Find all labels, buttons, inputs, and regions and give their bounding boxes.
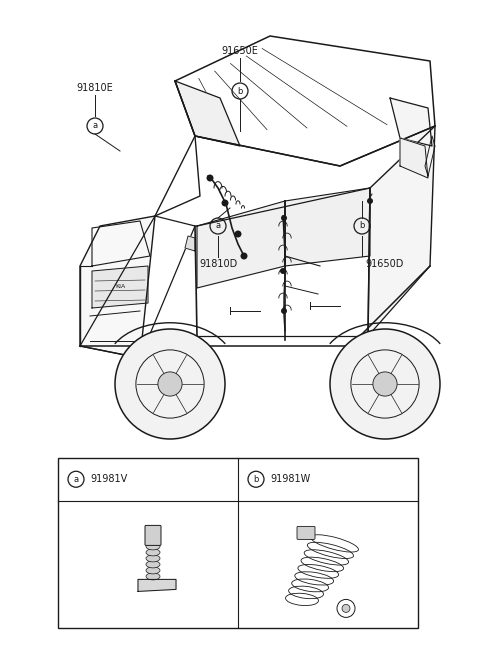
Text: b: b xyxy=(237,87,243,96)
Ellipse shape xyxy=(146,567,160,574)
Polygon shape xyxy=(285,188,370,266)
Polygon shape xyxy=(400,138,428,178)
Text: 91810D: 91810D xyxy=(199,259,237,269)
Text: a: a xyxy=(73,475,79,483)
Polygon shape xyxy=(80,216,155,358)
Text: b: b xyxy=(253,475,259,483)
Text: a: a xyxy=(216,222,221,230)
Ellipse shape xyxy=(146,537,160,544)
Ellipse shape xyxy=(146,561,160,568)
Circle shape xyxy=(373,372,397,396)
Polygon shape xyxy=(368,126,435,336)
FancyBboxPatch shape xyxy=(145,525,161,545)
Bar xyxy=(58,458,418,628)
Circle shape xyxy=(115,329,225,439)
Circle shape xyxy=(221,199,228,207)
Circle shape xyxy=(158,372,182,396)
Circle shape xyxy=(281,215,287,221)
Text: 91650D: 91650D xyxy=(365,259,403,269)
Text: 91981V: 91981V xyxy=(90,474,127,484)
Ellipse shape xyxy=(146,555,160,562)
Circle shape xyxy=(206,174,214,182)
Ellipse shape xyxy=(146,543,160,550)
Text: a: a xyxy=(93,121,97,131)
Polygon shape xyxy=(175,81,240,146)
FancyBboxPatch shape xyxy=(297,526,315,539)
Circle shape xyxy=(367,198,373,204)
Text: KIA: KIA xyxy=(115,283,125,289)
Text: b: b xyxy=(360,222,365,230)
Polygon shape xyxy=(197,201,285,288)
Circle shape xyxy=(280,268,286,274)
Text: 91650E: 91650E xyxy=(222,46,258,56)
Ellipse shape xyxy=(146,573,160,580)
Polygon shape xyxy=(390,98,432,146)
Text: 91810E: 91810E xyxy=(77,83,113,93)
Polygon shape xyxy=(92,266,148,308)
Ellipse shape xyxy=(146,549,160,556)
Circle shape xyxy=(240,253,248,260)
Circle shape xyxy=(281,308,287,314)
Circle shape xyxy=(235,230,241,237)
Circle shape xyxy=(342,604,350,613)
Circle shape xyxy=(330,329,440,439)
Polygon shape xyxy=(138,579,176,592)
Text: 91981W: 91981W xyxy=(270,474,310,484)
Polygon shape xyxy=(185,236,195,251)
